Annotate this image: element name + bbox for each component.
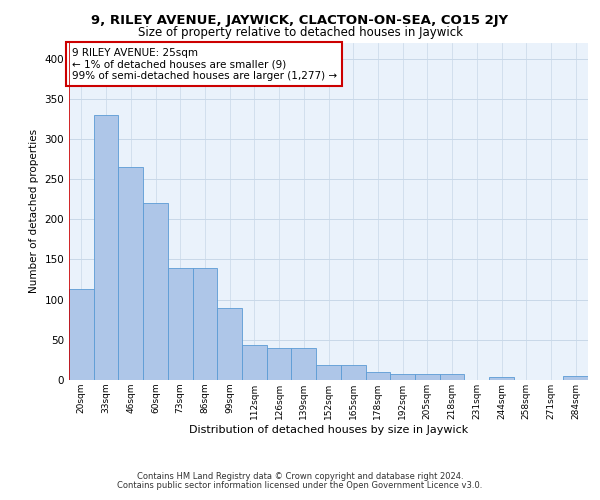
Bar bbox=[415, 374, 440, 380]
Bar bbox=[489, 377, 514, 380]
Y-axis label: Number of detached properties: Number of detached properties bbox=[29, 129, 39, 294]
Bar bbox=[316, 364, 341, 380]
Bar bbox=[341, 364, 365, 380]
Bar bbox=[94, 115, 118, 380]
Bar bbox=[365, 372, 390, 380]
Text: Size of property relative to detached houses in Jaywick: Size of property relative to detached ho… bbox=[137, 26, 463, 39]
Bar bbox=[217, 308, 242, 380]
Bar bbox=[242, 346, 267, 380]
Text: 9 RILEY AVENUE: 25sqm
← 1% of detached houses are smaller (9)
99% of semi-detach: 9 RILEY AVENUE: 25sqm ← 1% of detached h… bbox=[71, 48, 337, 81]
Bar bbox=[267, 348, 292, 380]
Bar bbox=[118, 167, 143, 380]
Bar bbox=[440, 374, 464, 380]
Text: Contains public sector information licensed under the Open Government Licence v3: Contains public sector information licen… bbox=[118, 481, 482, 490]
Bar bbox=[563, 376, 588, 380]
Bar bbox=[390, 374, 415, 380]
X-axis label: Distribution of detached houses by size in Jaywick: Distribution of detached houses by size … bbox=[189, 424, 468, 434]
Bar bbox=[193, 268, 217, 380]
Bar bbox=[168, 268, 193, 380]
Bar bbox=[143, 203, 168, 380]
Text: 9, RILEY AVENUE, JAYWICK, CLACTON-ON-SEA, CO15 2JY: 9, RILEY AVENUE, JAYWICK, CLACTON-ON-SEA… bbox=[91, 14, 509, 27]
Bar bbox=[292, 348, 316, 380]
Bar bbox=[69, 289, 94, 380]
Text: Contains HM Land Registry data © Crown copyright and database right 2024.: Contains HM Land Registry data © Crown c… bbox=[137, 472, 463, 481]
